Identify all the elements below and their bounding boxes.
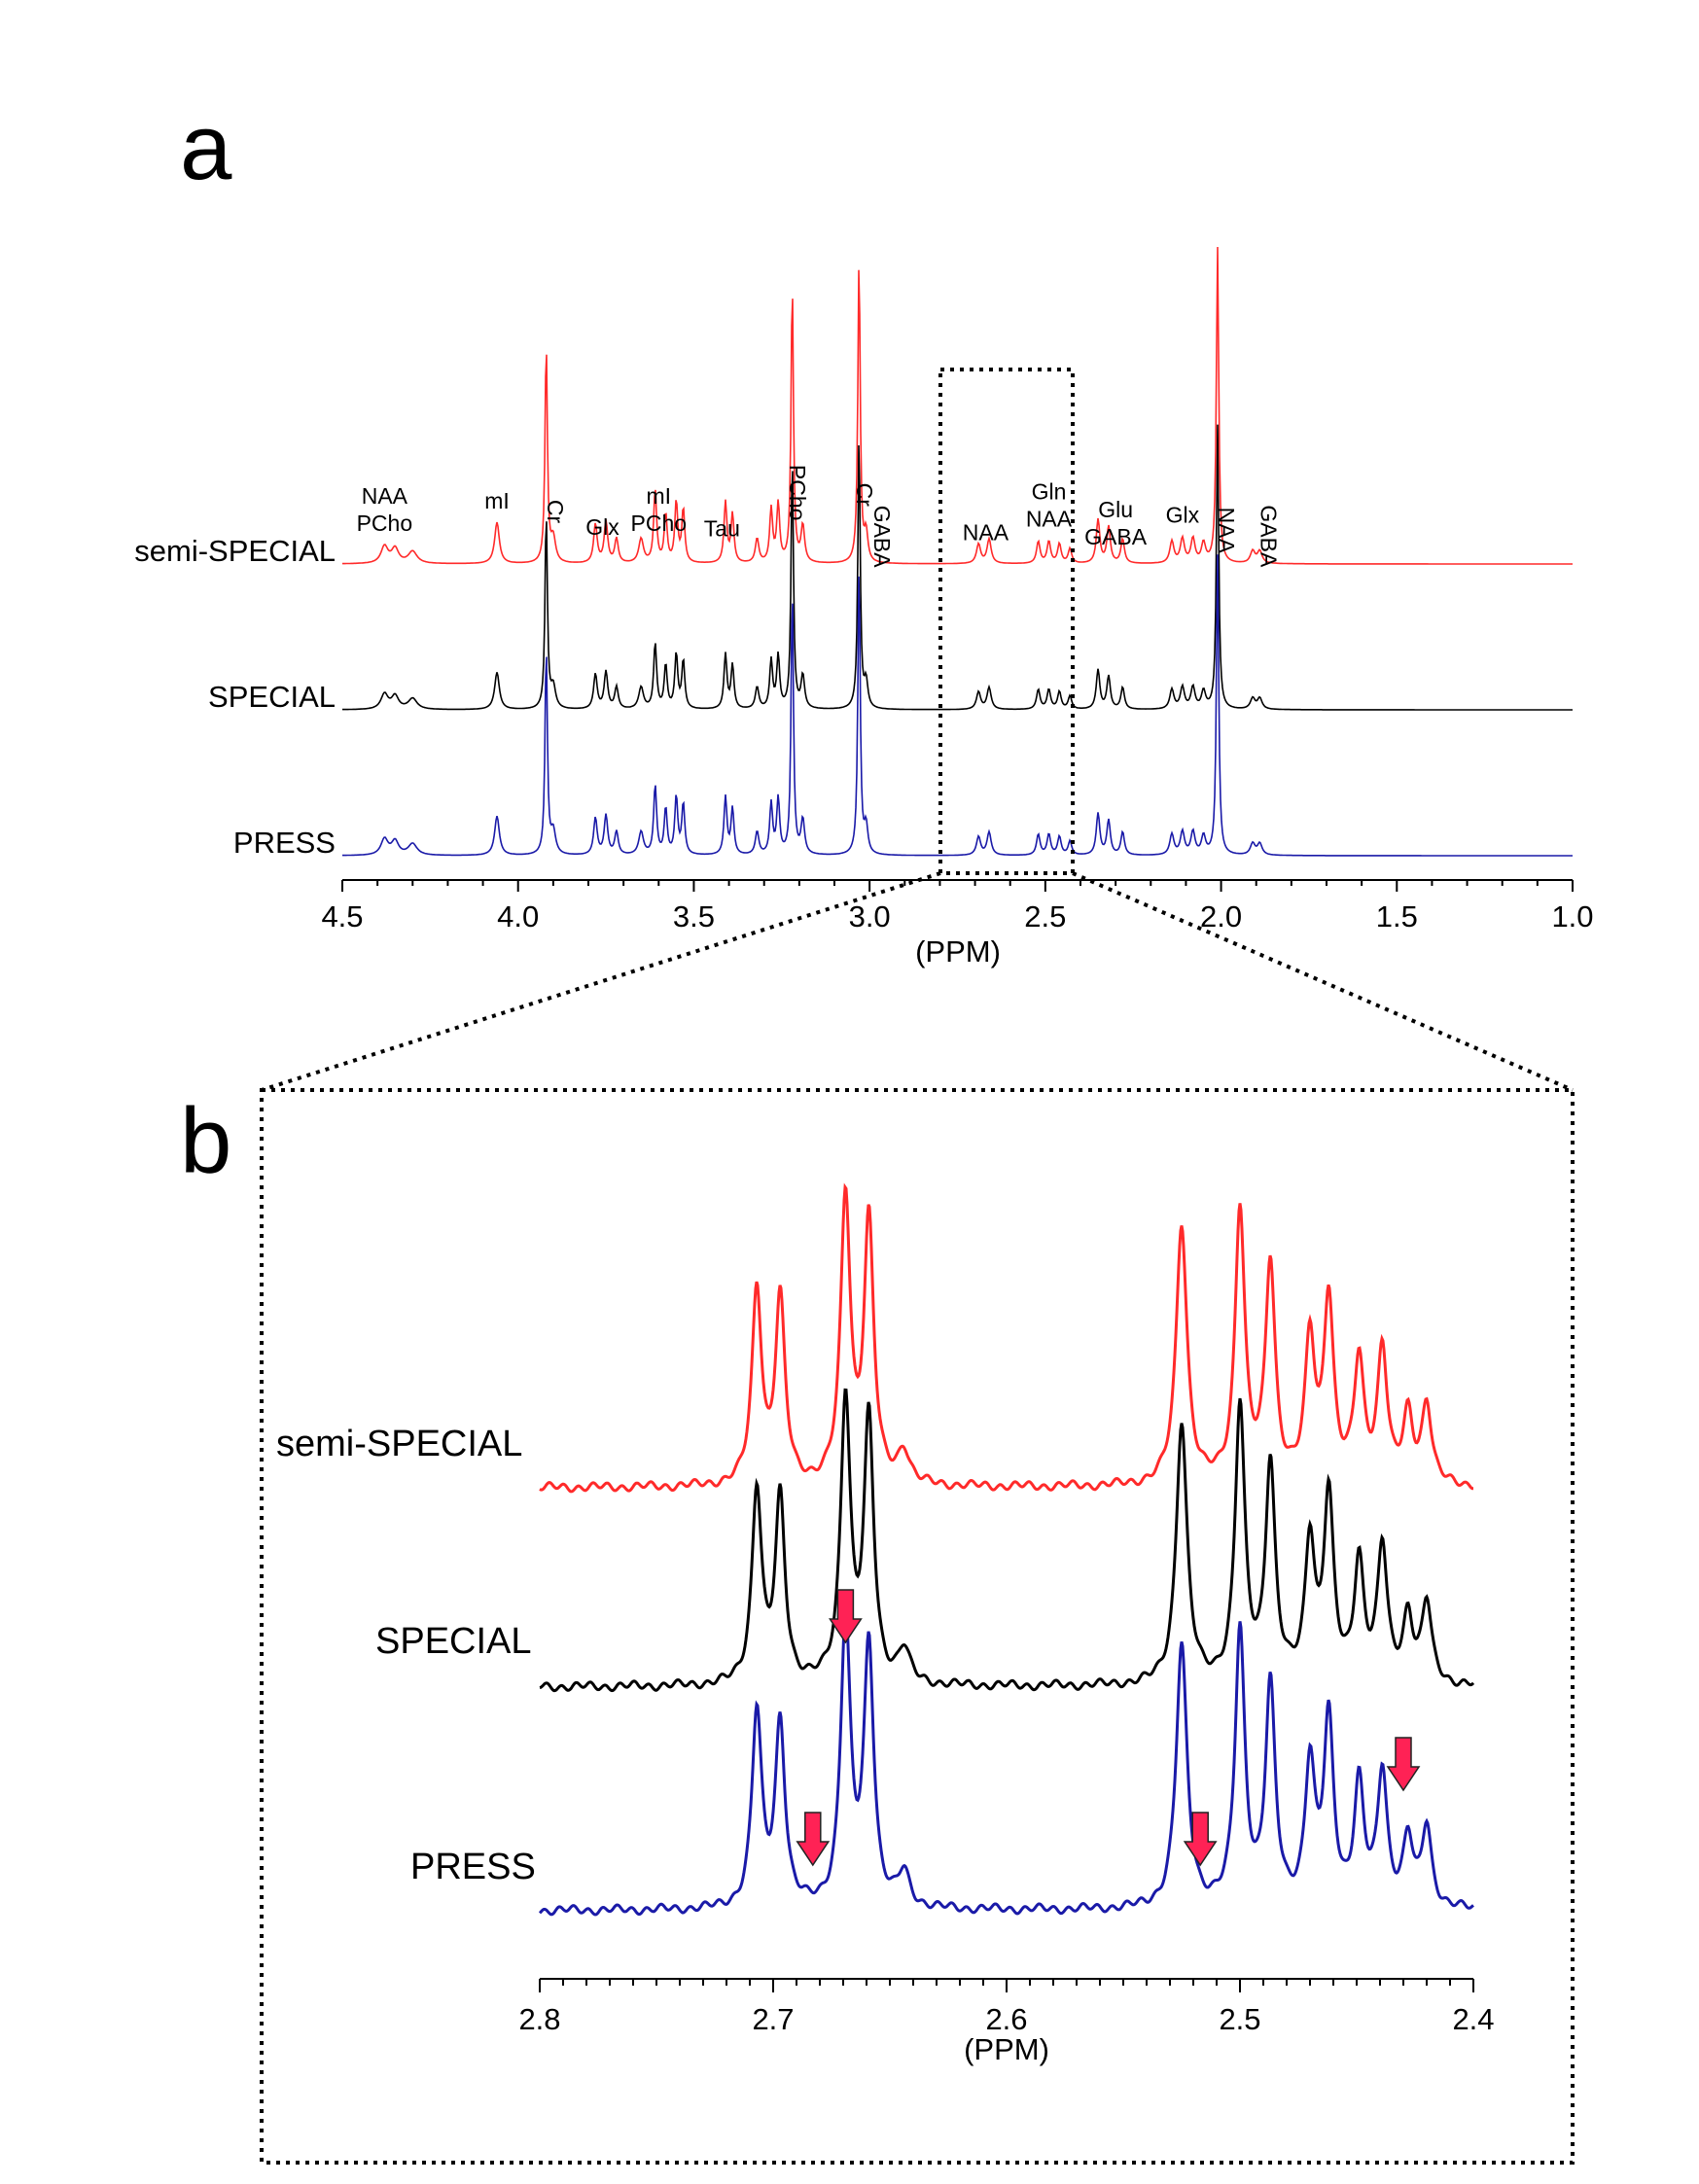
tick-label: 1.5 [1376,899,1418,933]
down-arrow-icon [1386,1737,1421,1792]
panel-b-frame [260,1088,1575,2165]
peak-label: Cr [852,483,877,508]
peak-label: Cr [543,500,568,524]
peak-label: NAA [963,519,1009,545]
peak-label: mI [647,483,672,509]
tick-label: 4.0 [497,899,539,933]
series-label: semi-SPECIAL [276,1424,522,1464]
panel-b-spectra [538,1182,1475,1917]
spectrum-b-semi-special [539,1182,1473,1494]
tick-label: 2.0 [1200,899,1242,933]
peak-label: GABA [1084,524,1148,549]
series-label: PRESS [410,1847,536,1887]
peak-label: mI [484,488,510,513]
series-label: PRESS [233,826,336,860]
panel-a-x-axis: 4.5 4.0 3.5 3.0 2.5 2.0 1.5 1.0 (PPM) [321,879,1594,969]
spectrum-b-press [538,1604,1474,1917]
peak-label: Glx [1166,503,1200,528]
tick-label: 2.4 [1452,2002,1494,2036]
panel-b-series-labels: semi-SPECIAL SPECIAL PRESS [276,1424,536,1887]
peak-label: Gln [1032,478,1067,504]
peak-label: GABA [1256,505,1281,568]
tick-label: 4.5 [321,899,363,933]
spectrum-a-special [342,424,1573,711]
peak-label: Glx [585,514,619,540]
series-label: SPECIAL [375,1621,532,1662]
peak-label: Glu [1098,497,1133,522]
tick-label: 2.5 [1219,2002,1260,2036]
panel-b-arrows [796,1589,1421,1867]
x-axis-label: (PPM) [964,2032,1049,2066]
peak-label: PCho [357,511,413,536]
panel-a-letter: a [180,95,232,199]
panel-b-letter: b [180,1089,231,1193]
x-axis-label: (PPM) [915,934,1001,969]
spectrum-b-special [539,1388,1475,1693]
spectrum-a-semi-special [342,246,1573,565]
down-arrow-icon [828,1589,863,1644]
tick-label: 1.0 [1551,899,1593,933]
series-label: SPECIAL [208,680,336,714]
panel-a-spectra [342,246,1573,857]
peak-label: PCho [785,465,810,521]
tick-label: 2.7 [752,2002,794,2036]
panel-b-x-axis: 2.8 2.7 2.6 2.5 2.4 (PPM) [518,1978,1495,2066]
peak-label: Tau [704,515,740,541]
zoom-connector-left [261,871,941,1092]
down-arrow-icon [796,1812,831,1867]
down-arrow-icon [1183,1812,1218,1867]
tick-label: 3.0 [849,899,891,933]
peak-label: PCho [631,511,688,536]
panel-a-series-labels: semi-SPECIAL SPECIAL PRESS [134,534,336,860]
tick-label: 2.8 [518,2002,560,2036]
zoom-connector-right [1072,871,1574,1092]
peak-label: NAA [1214,508,1239,554]
tick-label: 2.6 [985,2002,1027,2036]
spectrum-a-press [342,554,1573,857]
zoom-region-box [938,368,1075,875]
peak-label: GABA [869,506,895,569]
tick-label: 3.5 [673,899,715,933]
series-label: semi-SPECIAL [134,534,336,568]
tick-label: 2.5 [1024,899,1066,933]
peak-label: NAA [1026,506,1073,531]
peak-label: NAA [362,483,408,509]
